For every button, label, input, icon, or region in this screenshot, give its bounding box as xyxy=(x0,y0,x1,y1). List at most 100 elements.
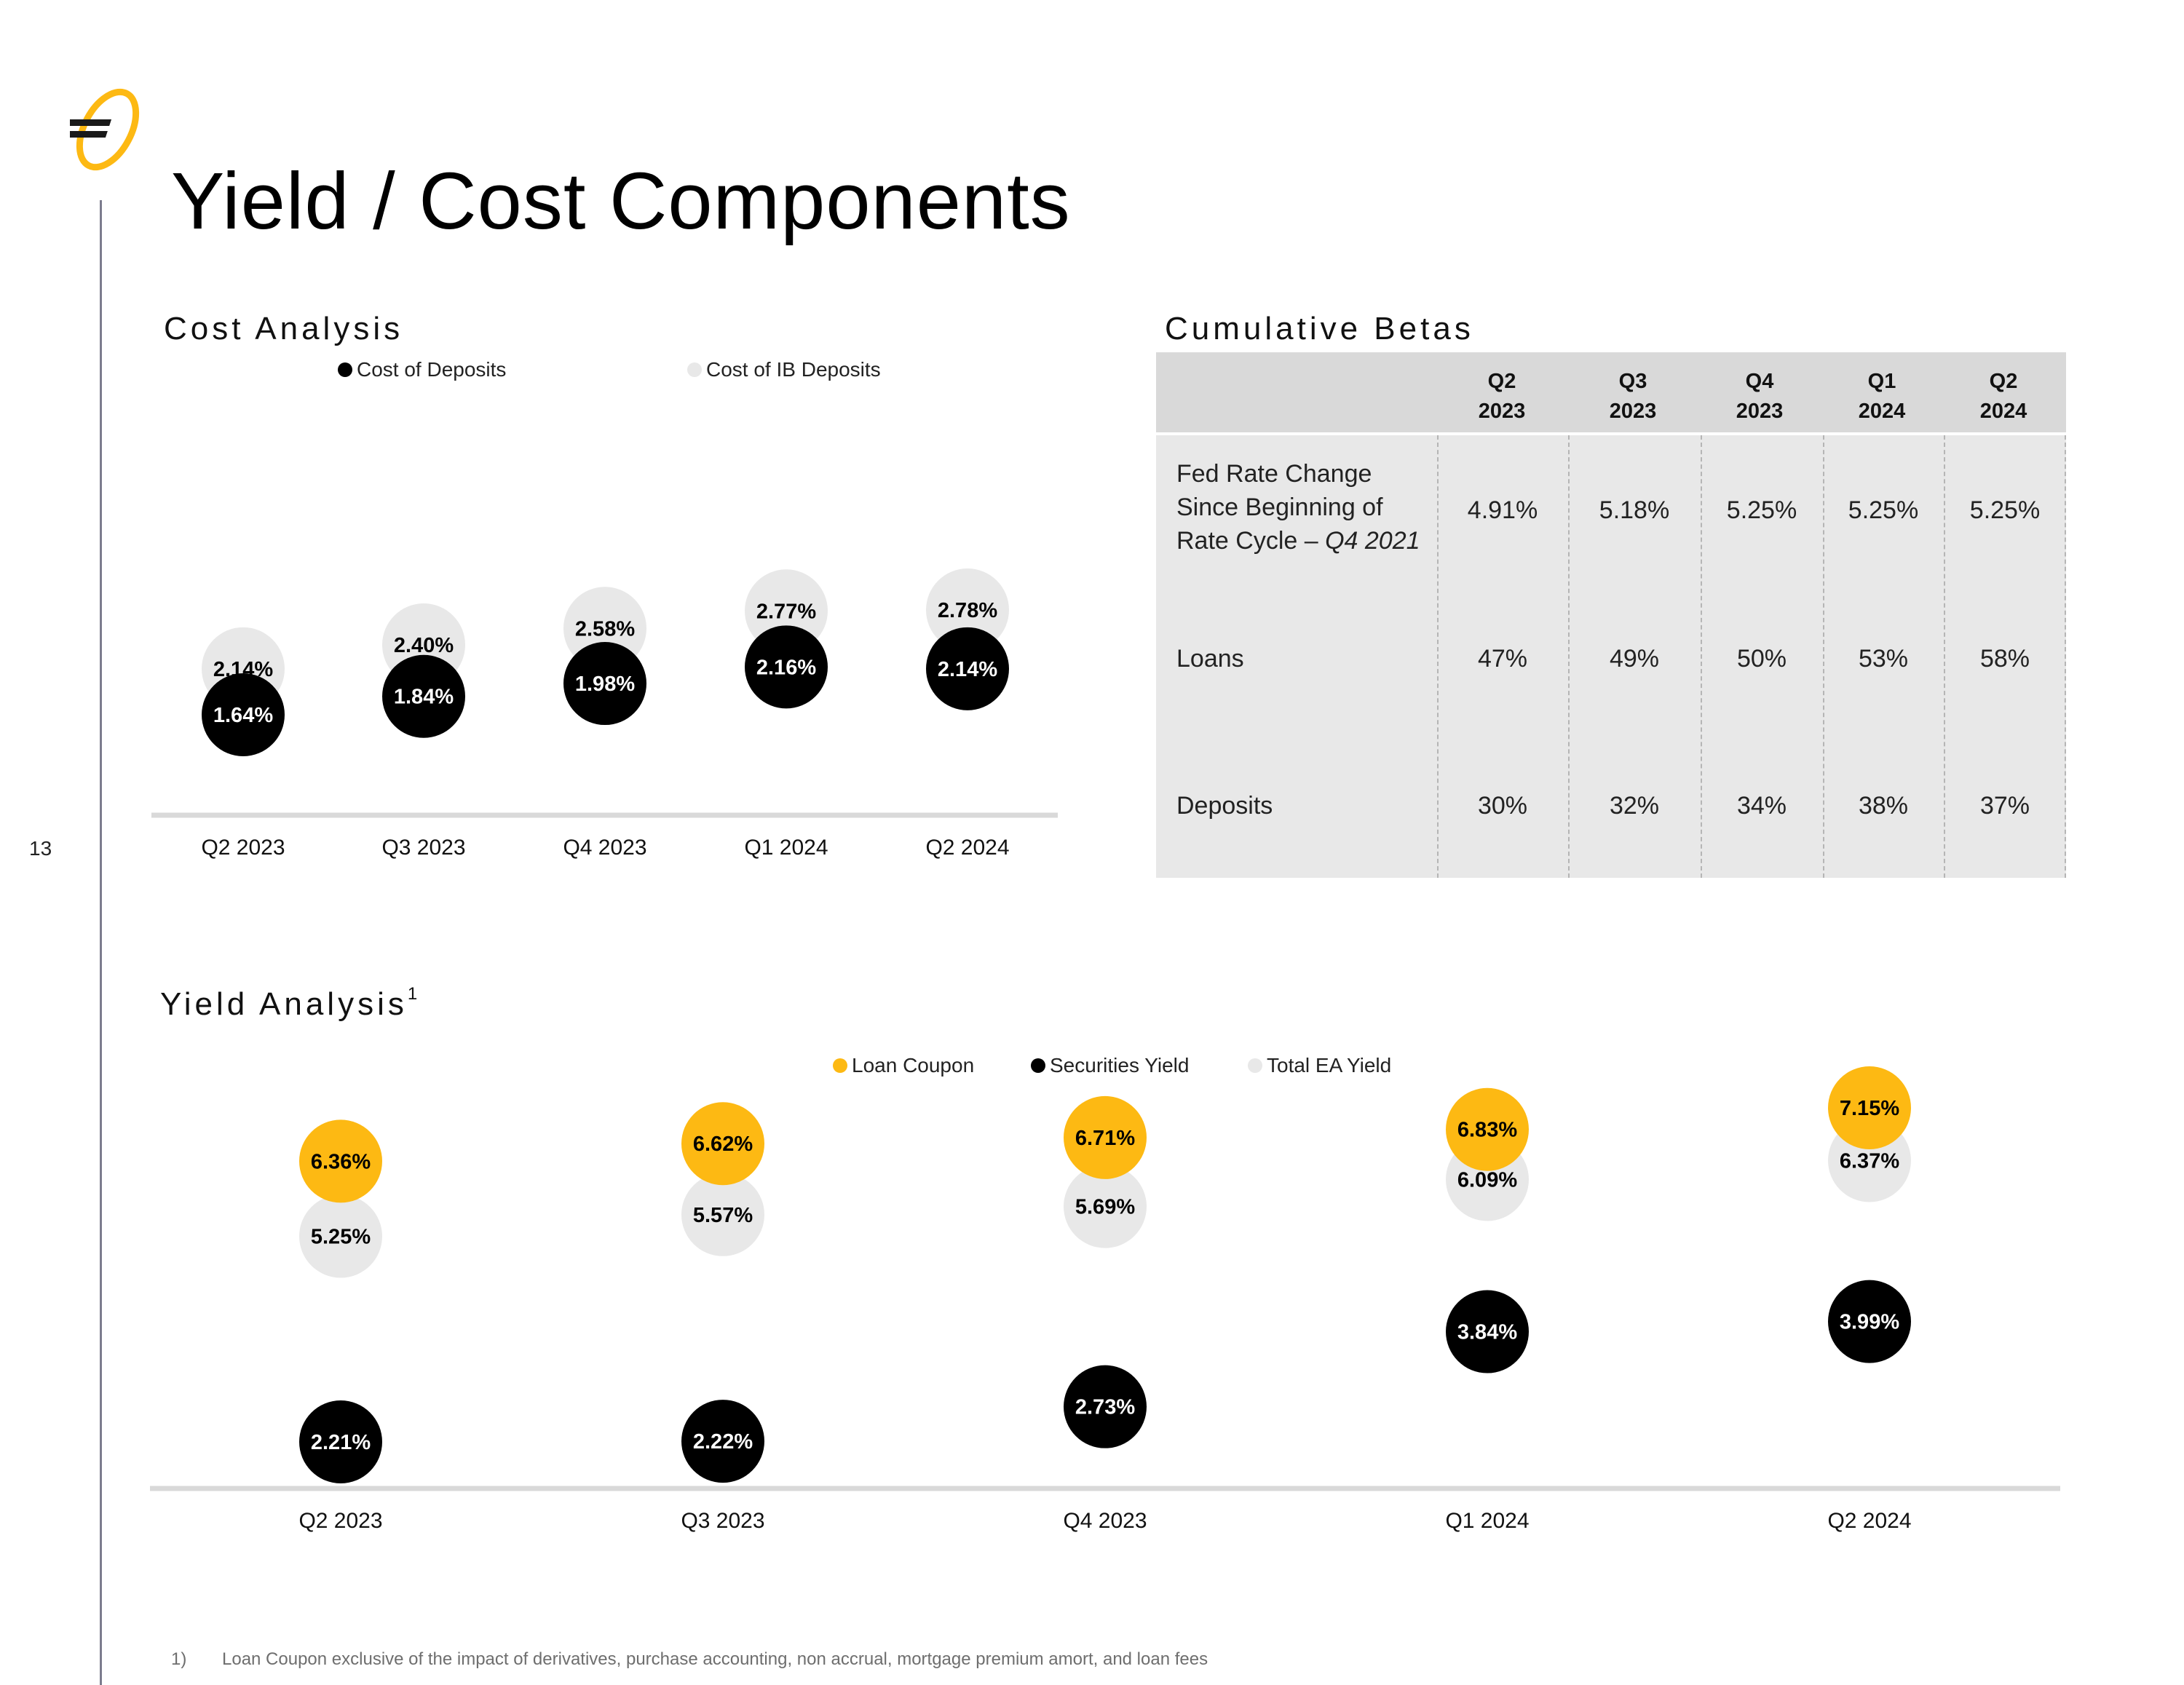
data-label-loan-coupon: 7.15% xyxy=(1840,1097,1899,1120)
table-cell: 37% xyxy=(1979,792,2030,820)
table-cell: 34% xyxy=(1736,792,1787,820)
data-label-cost-of-ib-deposits: 2.40% xyxy=(394,634,454,657)
table-header: Q2 2023 Q3 2023 Q4 2023 Q1 2024 Q2 2024 xyxy=(1156,352,2066,432)
table-cell: 49% xyxy=(1609,645,1660,673)
data-point-total-ea-yield xyxy=(1064,1165,1147,1248)
yield-analysis-title: Yield Analysis1 xyxy=(160,986,417,1022)
legend-label: Total EA Yield xyxy=(1267,1054,1392,1077)
cumulative-betas-table: Q2 2023 Q3 2023 Q4 2023 Q1 2024 Q2 2024 Fed R… xyxy=(1156,352,2066,878)
data-label-securities-yield: 3.84% xyxy=(1457,1321,1517,1344)
legend-label: Loan Coupon xyxy=(852,1054,975,1077)
column-header-quarter: Q2 xyxy=(1487,370,1516,393)
data-point-loan-coupon xyxy=(681,1102,764,1186)
footnote-number: 1) xyxy=(171,1649,187,1669)
column-header-quarter: Q2 xyxy=(1989,370,2018,393)
data-point-securities-yield xyxy=(1446,1290,1529,1373)
data-label-securities-yield: 2.22% xyxy=(693,1430,753,1454)
footnote-text: Loan Coupon exclusive of the impact of d… xyxy=(222,1649,1208,1669)
data-label-total-ea-yield: 6.09% xyxy=(1457,1168,1517,1192)
table-cell: 5.25% xyxy=(1726,496,1797,524)
column-header: Q3 2023 xyxy=(1571,367,1695,427)
legend-loan-coupon: Loan Coupon xyxy=(833,1054,974,1077)
row-label-italic: Q4 2021 xyxy=(1325,527,1420,555)
data-label-securities-yield: 2.73% xyxy=(1075,1396,1135,1419)
x-tick-label: Q2 2023 xyxy=(298,1509,382,1533)
data-label-cost-of-deposits: 1.98% xyxy=(575,673,635,696)
x-tick-label: Q3 2023 xyxy=(681,1509,764,1533)
data-label-cost-of-deposits: 1.64% xyxy=(213,704,273,727)
column-header-year: 2023 xyxy=(1478,400,1526,423)
table-cell: 32% xyxy=(1609,792,1660,820)
table-cell: 5.18% xyxy=(1599,496,1670,524)
data-point-securities-yield xyxy=(681,1400,764,1483)
data-point-loan-coupon xyxy=(1828,1066,1911,1149)
cost-analysis-title: Cost Analysis xyxy=(164,311,404,346)
legend-dot-gold xyxy=(833,1058,847,1073)
data-point-cost-of-ib-deposits xyxy=(926,568,1009,651)
x-tick-label: Q2 2023 xyxy=(201,836,285,860)
data-point-total-ea-yield xyxy=(299,1194,382,1278)
data-point-total-ea-yield xyxy=(681,1173,764,1256)
data-label-cost-of-deposits: 2.14% xyxy=(938,658,997,681)
legend-cost-of-deposits: Cost of Deposits xyxy=(338,358,506,381)
table-cell: 30% xyxy=(1477,792,1528,820)
table-cell: 5.25% xyxy=(1969,496,2041,524)
legend-label: Securities Yield xyxy=(1050,1054,1190,1077)
table-cell: 4.91% xyxy=(1467,496,1538,524)
column-divider xyxy=(1437,435,1439,878)
data-label-total-ea-yield: 6.37% xyxy=(1840,1149,1899,1173)
data-point-cost-of-deposits xyxy=(202,673,285,756)
column-header: Q1 2024 xyxy=(1820,367,1944,427)
x-tick-label: Q4 2023 xyxy=(1063,1509,1147,1533)
table-body xyxy=(1156,435,2066,878)
row-label-loans: Loans xyxy=(1176,645,1244,673)
footnote: 1) Loan Coupon exclusive of the impact of… xyxy=(171,1649,1208,1670)
data-point-cost-of-deposits xyxy=(745,625,828,709)
column-header-quarter: Q1 xyxy=(1867,370,1896,393)
x-tick-label: Q4 2023 xyxy=(563,836,646,860)
data-point-securities-yield xyxy=(1828,1280,1911,1363)
legend-cost-of-ib-deposits: Cost of IB Deposits xyxy=(687,358,881,381)
data-label-cost-of-deposits: 1.84% xyxy=(394,686,454,709)
page-title: Yield / Cost Components xyxy=(171,156,1071,246)
table-cell: 38% xyxy=(1858,792,1909,820)
legend-label: Cost of Deposits xyxy=(357,358,507,381)
table-cell: 58% xyxy=(1979,645,2030,673)
legend-dot-gray xyxy=(687,362,702,377)
x-tick-label: Q3 2023 xyxy=(381,836,465,860)
yield-analysis-title-text: Yield Analysis xyxy=(160,986,408,1022)
x-tick-label: Q2 2024 xyxy=(1827,1509,1911,1533)
data-label-securities-yield: 3.99% xyxy=(1840,1311,1899,1334)
table-cell: 5.25% xyxy=(1848,496,1919,524)
column-header-year: 2023 xyxy=(1609,400,1657,423)
data-label-securities-yield: 2.21% xyxy=(311,1431,371,1454)
left-vertical-rule xyxy=(100,200,102,1685)
cumulative-betas-title: Cumulative Betas xyxy=(1165,311,1474,346)
data-label-loan-coupon: 6.62% xyxy=(693,1133,753,1156)
legend-dot-gray xyxy=(1248,1058,1262,1073)
data-label-total-ea-yield: 5.25% xyxy=(311,1226,371,1249)
company-logo xyxy=(70,88,140,171)
column-header-year: 2023 xyxy=(1736,400,1784,423)
data-point-cost-of-deposits xyxy=(563,642,646,726)
column-header-year: 2024 xyxy=(1858,400,1906,423)
data-label-total-ea-yield: 5.57% xyxy=(693,1204,753,1227)
table-cell: 47% xyxy=(1477,645,1528,673)
column-header: Q2 2024 xyxy=(1942,367,2065,427)
column-divider xyxy=(2065,435,2066,878)
x-tick-label: Q2 2024 xyxy=(925,836,1009,860)
data-label-loan-coupon: 6.71% xyxy=(1075,1127,1135,1150)
data-label-loan-coupon: 6.83% xyxy=(1457,1119,1517,1142)
x-tick-label: Q1 2024 xyxy=(744,836,828,860)
data-label-cost-of-ib-deposits: 2.58% xyxy=(575,617,635,641)
legend-dot-black xyxy=(1031,1058,1045,1073)
row-label-line: Since Beginning of xyxy=(1176,493,1383,521)
row-label-line: Rate Cycle – xyxy=(1176,527,1326,555)
column-header: Q4 2023 xyxy=(1698,367,1821,427)
row-label-line: Fed Rate Change xyxy=(1176,460,1372,488)
table-cell: 50% xyxy=(1736,645,1787,673)
legend-securities-yield: Securities Yield xyxy=(1031,1054,1189,1077)
data-point-loan-coupon xyxy=(1446,1087,1529,1171)
